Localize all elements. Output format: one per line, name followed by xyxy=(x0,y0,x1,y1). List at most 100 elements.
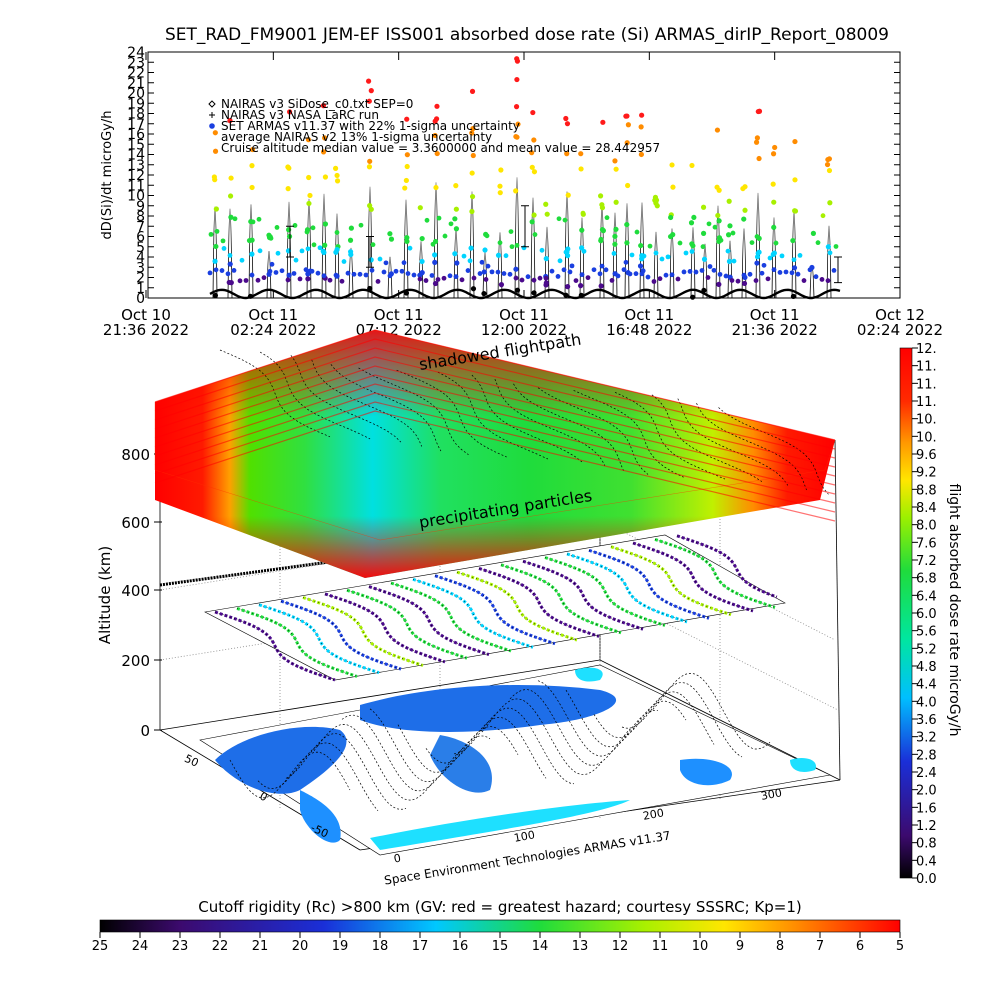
armas-point xyxy=(624,221,630,228)
dose-colorbar-tick-label: 3.6 xyxy=(916,713,937,728)
armas-point xyxy=(377,256,383,262)
orbit-track xyxy=(500,563,622,635)
armas-point xyxy=(521,245,527,251)
y-tick-label: 17 xyxy=(127,117,145,133)
armas-point xyxy=(387,273,393,279)
armas-point xyxy=(714,184,720,190)
dose-spike xyxy=(612,212,618,299)
armas-point xyxy=(469,208,475,215)
armas-point xyxy=(645,274,651,280)
armas-point xyxy=(742,207,748,213)
rigidity-colorbar-tick-label: 15 xyxy=(492,939,509,954)
orbit-track xyxy=(280,599,402,671)
armas-point xyxy=(706,221,712,227)
y-tick-label: 16 xyxy=(127,127,145,143)
armas-point xyxy=(700,230,707,236)
armas-point xyxy=(509,244,515,250)
altitude-axis-label: Altitude (km) xyxy=(96,546,114,644)
armas-point xyxy=(495,269,501,275)
rigidity-colorbar-tick-label: 5 xyxy=(896,939,904,954)
armas-point xyxy=(367,285,373,292)
armas-point xyxy=(213,267,219,273)
armas-point xyxy=(609,277,615,283)
armas-point xyxy=(513,188,519,194)
armas-point xyxy=(653,250,659,256)
armas-point xyxy=(564,121,571,127)
dose-spike xyxy=(433,182,439,299)
armas-point xyxy=(556,216,562,222)
armas-point xyxy=(514,76,520,83)
armas-point xyxy=(306,200,312,207)
armas-point xyxy=(693,269,699,275)
armas-point xyxy=(690,294,696,300)
armas-point xyxy=(231,267,237,273)
armas-point xyxy=(225,271,231,277)
dose-colorbar-label: flight absorbed dose rate microGy/h xyxy=(946,484,962,737)
legend-marker xyxy=(209,112,215,118)
armas-point xyxy=(333,272,339,278)
x-tick-label-date: Oct 11 xyxy=(499,306,549,324)
armas-point xyxy=(623,113,629,119)
error-bar xyxy=(834,256,842,284)
armas-point xyxy=(625,182,631,189)
armas-point xyxy=(453,206,459,212)
orbit-track-outline xyxy=(478,568,600,637)
armas-point xyxy=(375,279,381,284)
y-tick-label: 14 xyxy=(127,148,145,164)
x-tick-label-time: 12:00 2022 xyxy=(481,321,567,339)
continent-australia xyxy=(680,758,732,786)
orbit-track xyxy=(258,603,380,675)
y-tick-label: 13 xyxy=(127,158,145,174)
armas-point xyxy=(347,237,354,243)
armas-point xyxy=(633,271,639,277)
armas-point xyxy=(600,119,606,125)
layer-track xyxy=(651,394,763,482)
y-tick-label: 1 xyxy=(136,281,145,297)
armas-point xyxy=(741,216,747,222)
dose-spike xyxy=(334,213,340,299)
armas-point xyxy=(249,251,255,257)
cyan-patch-north xyxy=(575,667,603,682)
armas-point xyxy=(531,212,537,218)
dose-colorbar-tick-label: 5.6 xyxy=(916,625,937,640)
armas-point xyxy=(469,130,475,136)
armas-point xyxy=(485,263,491,269)
armas-point xyxy=(381,269,387,275)
rigidity-colorbar-tick-label: 25 xyxy=(92,939,109,954)
armas-point xyxy=(792,138,798,145)
armas-point xyxy=(579,272,585,278)
armas-point xyxy=(725,232,732,238)
ground-track xyxy=(341,714,463,792)
armas-point xyxy=(691,214,697,221)
longitude-tick-label: 200 xyxy=(642,806,665,822)
rigidity-colorbar-ticks: 25 24 23 22 21 20 19 18 17 16 15 14 13 12 11 10 9 8 7 6 5 xyxy=(92,932,904,954)
armas-point xyxy=(563,249,569,255)
armas-point xyxy=(705,275,711,280)
armas-point xyxy=(357,271,363,277)
armas-point xyxy=(401,260,407,266)
dose-colorbar-tick-label: 5.2 xyxy=(916,642,937,657)
armas-point xyxy=(714,127,721,133)
armas-point xyxy=(470,152,476,159)
armas-point xyxy=(274,225,280,230)
armas-point xyxy=(432,132,438,139)
y-tick-label: 19 xyxy=(127,96,145,112)
armas-point xyxy=(310,225,316,231)
dose-colorbar-tick-label: 6.4 xyxy=(916,589,937,604)
dose-colorbar-tick-label: 8.4 xyxy=(916,501,937,516)
armas-point xyxy=(700,244,706,250)
layer-stack-line xyxy=(154,374,836,486)
armas-point xyxy=(261,275,267,281)
armas-point xyxy=(432,280,439,287)
armas-point xyxy=(307,192,313,199)
armas-point xyxy=(730,230,736,236)
armas-point xyxy=(790,293,797,299)
armas-point xyxy=(827,250,833,256)
armas-point xyxy=(529,164,535,170)
armas-point xyxy=(286,272,292,278)
armas-point xyxy=(543,201,549,207)
y-tick-label: 12 xyxy=(127,168,145,184)
armas-point xyxy=(419,258,425,265)
armas-point xyxy=(213,206,219,212)
